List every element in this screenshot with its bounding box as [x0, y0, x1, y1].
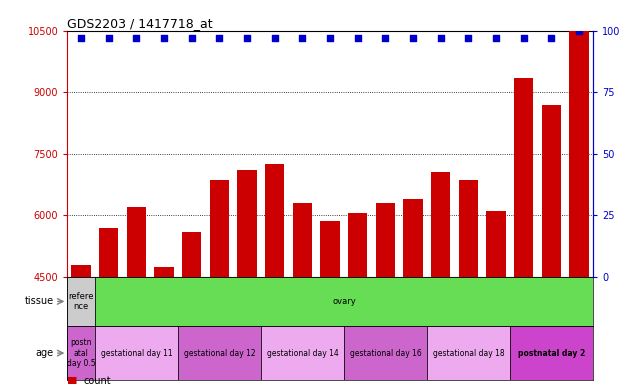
- Text: postn
atal
day 0.5: postn atal day 0.5: [67, 338, 96, 368]
- Bar: [348, 213, 367, 277]
- Text: age: age: [35, 348, 53, 358]
- Bar: [237, 170, 257, 277]
- Text: count: count: [83, 376, 111, 384]
- Bar: [99, 228, 119, 277]
- Bar: [403, 199, 423, 277]
- Text: ■: ■: [67, 376, 78, 384]
- Bar: [344, 326, 427, 380]
- Text: postnatal day 2: postnatal day 2: [518, 349, 585, 358]
- Text: gestational day 18: gestational day 18: [433, 349, 504, 358]
- Bar: [265, 164, 285, 277]
- Bar: [293, 203, 312, 277]
- Point: [463, 35, 474, 41]
- Bar: [71, 265, 91, 277]
- Bar: [67, 326, 95, 380]
- Text: gestational day 12: gestational day 12: [183, 349, 255, 358]
- Point: [408, 35, 418, 41]
- Point: [242, 35, 253, 41]
- Point: [187, 35, 197, 41]
- Bar: [261, 326, 344, 380]
- Point: [131, 35, 142, 41]
- Point: [380, 35, 390, 41]
- Bar: [431, 172, 451, 277]
- Bar: [510, 326, 593, 380]
- Point: [270, 35, 280, 41]
- Bar: [154, 266, 174, 277]
- Point: [159, 35, 169, 41]
- Point: [104, 35, 114, 41]
- Bar: [320, 222, 340, 277]
- Bar: [67, 277, 95, 326]
- Point: [76, 35, 87, 41]
- Bar: [569, 31, 589, 277]
- Point: [436, 35, 446, 41]
- Text: refere
nce: refere nce: [69, 292, 94, 311]
- Point: [546, 35, 556, 41]
- Bar: [514, 78, 533, 277]
- Point: [214, 35, 224, 41]
- Text: gestational day 14: gestational day 14: [267, 349, 338, 358]
- Bar: [178, 326, 261, 380]
- Text: gestational day 11: gestational day 11: [101, 349, 172, 358]
- Point: [519, 35, 529, 41]
- Text: ovary: ovary: [332, 297, 356, 306]
- Point: [574, 28, 584, 34]
- Point: [325, 35, 335, 41]
- Bar: [376, 203, 395, 277]
- Point: [297, 35, 308, 41]
- Point: [353, 35, 363, 41]
- Point: [491, 35, 501, 41]
- Text: tissue: tissue: [24, 296, 53, 306]
- Bar: [487, 211, 506, 277]
- Bar: [427, 326, 510, 380]
- Bar: [95, 326, 178, 380]
- Text: GDS2203 / 1417718_at: GDS2203 / 1417718_at: [67, 17, 213, 30]
- Bar: [542, 104, 561, 277]
- Bar: [127, 207, 146, 277]
- Bar: [182, 232, 201, 277]
- Bar: [459, 180, 478, 277]
- Bar: [210, 180, 229, 277]
- Text: gestational day 16: gestational day 16: [349, 349, 421, 358]
